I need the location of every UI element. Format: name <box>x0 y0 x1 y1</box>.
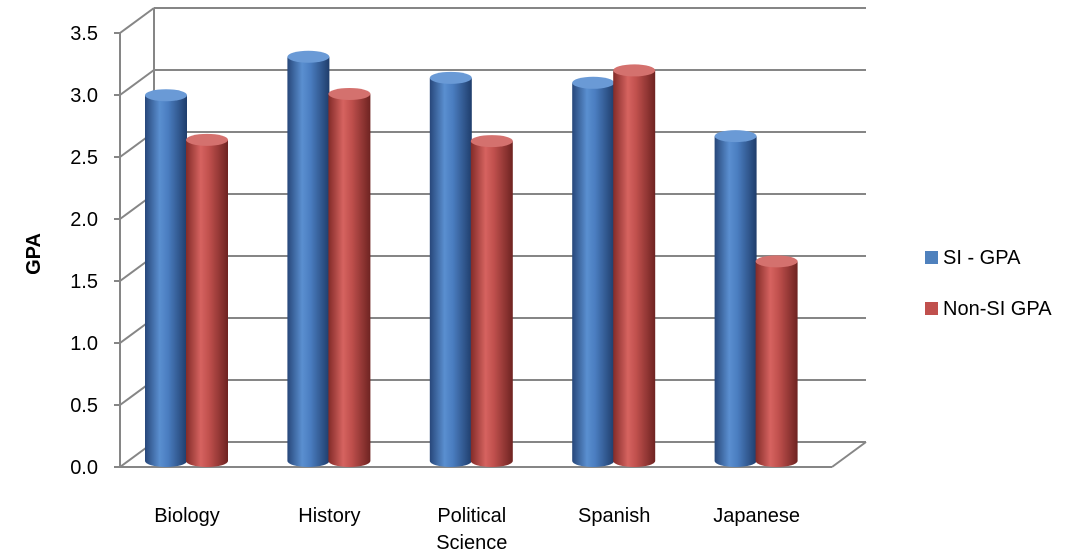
gridline-diagonal <box>119 7 155 34</box>
bar-body <box>145 95 187 467</box>
bar-si-gpa-4 <box>714 130 757 467</box>
x-category-label: Spanish <box>578 505 650 527</box>
bar-body <box>613 70 656 468</box>
bar-top <box>714 130 757 143</box>
bar-body <box>429 77 472 467</box>
bar-body <box>186 139 228 467</box>
y-axis-ticks: 0.0 0.5 1.0 1.5 2.0 2.5 3.0 3.5 <box>70 23 98 479</box>
y-axis-title: GPA <box>23 233 45 275</box>
bar-top <box>429 71 472 84</box>
bar-non-si-gpa-0 <box>186 133 228 467</box>
legend-label-si-gpa: SI - GPA <box>943 247 1021 269</box>
bar-si-gpa-1 <box>287 50 330 467</box>
bar-body <box>328 93 371 468</box>
bar-body <box>287 56 330 467</box>
y-tick-label: 1.5 <box>70 271 98 293</box>
legend-swatch-si-gpa <box>925 251 938 264</box>
bar-body <box>470 141 513 467</box>
bar-top <box>145 89 187 102</box>
bar-body <box>755 261 798 467</box>
bar-body <box>714 136 757 467</box>
x-category-label: Japanese <box>713 505 800 527</box>
y-tick-label: 3.0 <box>70 85 98 107</box>
bar-top <box>470 135 513 148</box>
bar-body <box>572 82 615 468</box>
gridline-diagonal <box>119 69 155 96</box>
bar-non-si-gpa-1 <box>328 87 371 468</box>
bars <box>145 50 798 468</box>
x-category-label: Political <box>437 505 506 527</box>
legend: SI - GPA Non-SI GPA <box>925 247 1052 320</box>
bar-top <box>755 255 798 268</box>
legend-swatch-non-si-gpa <box>925 302 938 315</box>
x-category-label: Science <box>436 532 507 554</box>
bar-top <box>572 76 615 89</box>
y-tick-label: 2.0 <box>70 209 98 231</box>
bar-non-si-gpa-3 <box>613 64 656 468</box>
x-axis-categories: Biology History Political Science Spanish Jap… <box>154 505 800 554</box>
bar-top <box>328 87 371 100</box>
bar-si-gpa-0 <box>145 89 187 467</box>
floor-right-edge <box>831 441 867 468</box>
bar-top <box>287 50 330 63</box>
y-tick-label: 0.0 <box>70 457 98 479</box>
bar-si-gpa-2 <box>429 71 472 467</box>
bar-top <box>613 64 656 77</box>
bar-non-si-gpa-2 <box>470 135 513 467</box>
y-tick-label: 2.5 <box>70 147 98 169</box>
bar-top <box>186 133 228 146</box>
x-category-label: History <box>298 505 360 527</box>
y-tick-label: 1.0 <box>70 333 98 355</box>
y-tick-label: 3.5 <box>70 23 98 45</box>
y-tick-label: 0.5 <box>70 395 98 417</box>
bar-si-gpa-3 <box>572 76 615 468</box>
bar-non-si-gpa-4 <box>755 255 798 467</box>
x-category-label: Biology <box>154 505 220 527</box>
legend-label-non-si-gpa: Non-SI GPA <box>943 298 1052 320</box>
